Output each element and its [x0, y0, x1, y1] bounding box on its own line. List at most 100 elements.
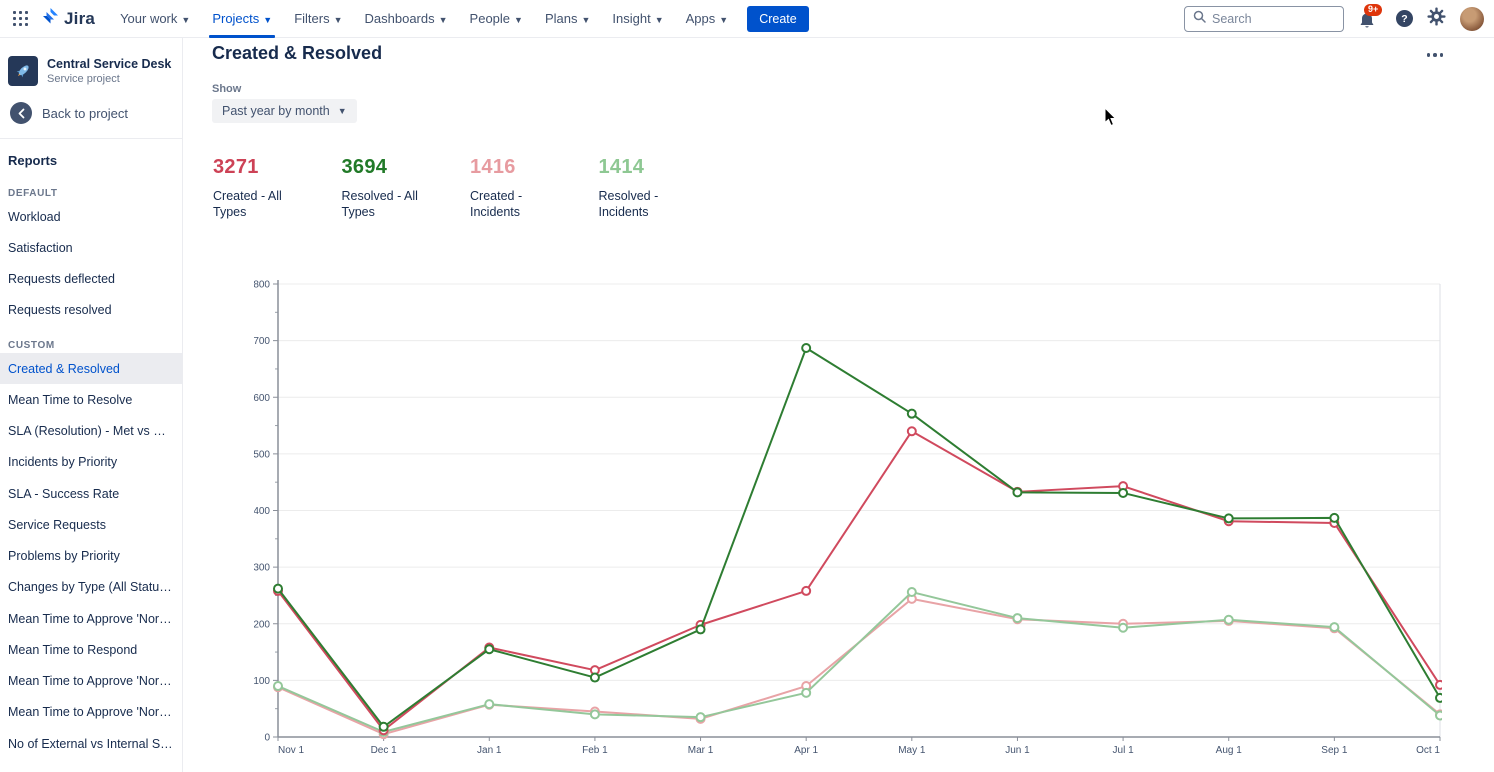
svg-text:200: 200 [254, 619, 270, 630]
stat-value: 3271 [213, 156, 259, 178]
data-point[interactable] [1012, 487, 1023, 498]
show-label: Show [212, 83, 242, 95]
sidebar-item-created-resolved[interactable]: Created & Resolved [0, 353, 182, 385]
jira-logo-text: Jira [64, 8, 96, 28]
data-point[interactable] [1118, 622, 1129, 633]
created-resolved-chart: 0 100 200 300 400 500 600 700 800 Nov 1 Dec 1 Jan 1… [253, 278, 1445, 762]
sidebar-item-problems-by-priority[interactable]: Problems by Priority [8, 549, 120, 563]
svg-text:500: 500 [254, 449, 270, 460]
data-point[interactable] [1329, 512, 1340, 523]
svg-text:800: 800 [254, 280, 270, 291]
sidebar-item-changes-by-type-all-statuses[interactable]: Changes by Type (All Statuses) [8, 580, 182, 595]
sidebar: Central Service Desk Service project Bac… [0, 38, 183, 772]
data-point[interactable] [801, 342, 812, 353]
sidebar-item-requests-resolved[interactable]: Requests resolved [8, 303, 112, 318]
sidebar-item-sla-resolution-met-vs-bre[interactable]: SLA (Resolution) - Met vs Bre... [8, 424, 182, 438]
app-switcher-icon[interactable] [10, 8, 32, 30]
stat-label: Created - All Types [213, 189, 282, 219]
svg-text:Jan 1: Jan 1 [477, 745, 502, 756]
stat-value: 1416 [470, 156, 516, 178]
chevron-down-icon: ▼ [581, 14, 591, 25]
sidebar-group-label: DEFAULT [8, 188, 58, 199]
data-point[interactable] [1435, 692, 1445, 703]
data-point[interactable] [1118, 487, 1129, 498]
data-point[interactable] [1223, 614, 1234, 625]
sidebar-item-mean-time-to-respond[interactable]: Mean Time to Respond [8, 642, 138, 657]
data-point[interactable] [1012, 613, 1023, 624]
global-search[interactable] [1184, 5, 1344, 32]
chevron-down-icon: ▼ [514, 14, 523, 25]
data-point[interactable] [695, 712, 706, 723]
data-point[interactable] [589, 672, 600, 683]
data-point[interactable] [1223, 513, 1234, 524]
nav-item-plans[interactable]: Plans ▼ [544, 11, 591, 26]
sidebar-item-mean-time-to-approve-norm[interactable]: Mean Time to Approve 'Norm... [8, 611, 180, 626]
data-point[interactable] [801, 687, 812, 698]
sidebar-item-mean-time-to-resolve[interactable]: Mean Time to Resolve [8, 392, 133, 407]
data-point[interactable] [906, 587, 917, 598]
more-options-icon[interactable] [1421, 46, 1449, 64]
top-navigation-bar: Jira Your work ▼ Projects ▼ Filters ▼ Dashboar… [0, 0, 1494, 38]
data-point[interactable] [484, 644, 495, 655]
jira-logo[interactable]: Jira [42, 7, 96, 30]
data-point[interactable] [1329, 622, 1340, 633]
sidebar-item-no-of-external-vs-internal-ser[interactable]: No of External vs Internal Ser... [8, 736, 181, 751]
svg-text:Oct 1: Oct 1 [1416, 745, 1440, 756]
period-dropdown[interactable]: Past year by month ▼ [212, 99, 357, 123]
svg-text:Feb 1: Feb 1 [582, 745, 608, 756]
svg-text:Apr 1: Apr 1 [794, 745, 818, 756]
search-icon [1193, 10, 1206, 28]
sidebar-item-workload[interactable]: Workload [8, 209, 61, 224]
nav-item-apps[interactable]: Apps ▼ [685, 11, 729, 26]
data-point[interactable] [589, 709, 600, 720]
data-point[interactable] [1435, 710, 1445, 721]
chevron-down-icon: ▼ [654, 14, 664, 25]
data-point[interactable] [1435, 679, 1445, 690]
stat-resolved-incidents: 1414 Resolved - Incidents [599, 156, 709, 220]
data-point[interactable] [695, 624, 706, 635]
project-header[interactable]: Central Service Desk Service project [0, 38, 182, 86]
svg-text:600: 600 [254, 393, 270, 404]
nav-item-insight[interactable]: Insight ▼ [612, 11, 664, 26]
sidebar-item-incidents-by-priority[interactable]: Incidents by Priority [8, 455, 118, 470]
chevron-down-icon: ▼ [337, 106, 347, 116]
data-point[interactable] [378, 721, 389, 732]
user-avatar[interactable] [1460, 6, 1484, 31]
create-button[interactable]: Create [747, 5, 809, 32]
nav-item-people[interactable]: People ▼ [469, 11, 523, 26]
sidebar-item-satisfaction[interactable]: Satisfaction [8, 240, 73, 255]
chevron-down-icon: ▼ [333, 14, 343, 25]
nav-item-dashboards[interactable]: Dashboards ▼ [364, 11, 448, 26]
sidebar-item-requests-deflected[interactable]: Requests deflected [8, 272, 116, 286]
sidebar-item-mean-time-to-approve-norm[interactable]: Mean Time to Approve 'Norm... [8, 705, 180, 720]
nav-item-filters[interactable]: Filters ▼ [294, 11, 343, 26]
data-point[interactable] [906, 426, 917, 437]
data-point[interactable] [801, 585, 812, 596]
back-to-project-button[interactable]: Back to project [0, 86, 182, 138]
chevron-down-icon: ▼ [719, 14, 729, 25]
chevron-down-icon: ▼ [181, 14, 191, 25]
jira-logo-icon [42, 7, 59, 30]
settings-gear-icon[interactable] [1427, 6, 1446, 31]
svg-text:Mar 1: Mar 1 [688, 745, 714, 756]
sidebar-group-label: CUSTOM [8, 340, 55, 351]
data-point[interactable] [484, 699, 495, 710]
data-point[interactable] [906, 408, 917, 419]
data-point[interactable] [273, 681, 283, 692]
project-name: Central Service Desk [47, 57, 172, 71]
svg-text:Nov 1: Nov 1 [278, 745, 305, 756]
svg-text:300: 300 [254, 563, 270, 574]
nav-item-your-work[interactable]: Your work ▼ [120, 11, 191, 26]
sidebar-item-service-requests[interactable]: Service Requests [8, 517, 106, 532]
nav-item-projects[interactable]: Projects ▼ [201, 0, 283, 38]
help-icon[interactable]: ? [1396, 10, 1413, 27]
svg-text:Dec 1: Dec 1 [371, 745, 398, 756]
notifications-button[interactable]: 9+ [1358, 3, 1383, 32]
sidebar-item-sla-success-rate[interactable]: SLA - Success Rate [8, 486, 120, 501]
sidebar-item-mean-time-to-approve-norm[interactable]: Mean Time to Approve 'Norm... [8, 674, 180, 688]
main-content: Created & Resolved Show Past year by mon… [183, 38, 1494, 772]
data-point[interactable] [273, 583, 283, 594]
search-input[interactable] [1212, 11, 1322, 26]
reports-heading: Reports [8, 153, 58, 168]
stat-created-all-types: 3271 Created - All Types [213, 156, 323, 220]
